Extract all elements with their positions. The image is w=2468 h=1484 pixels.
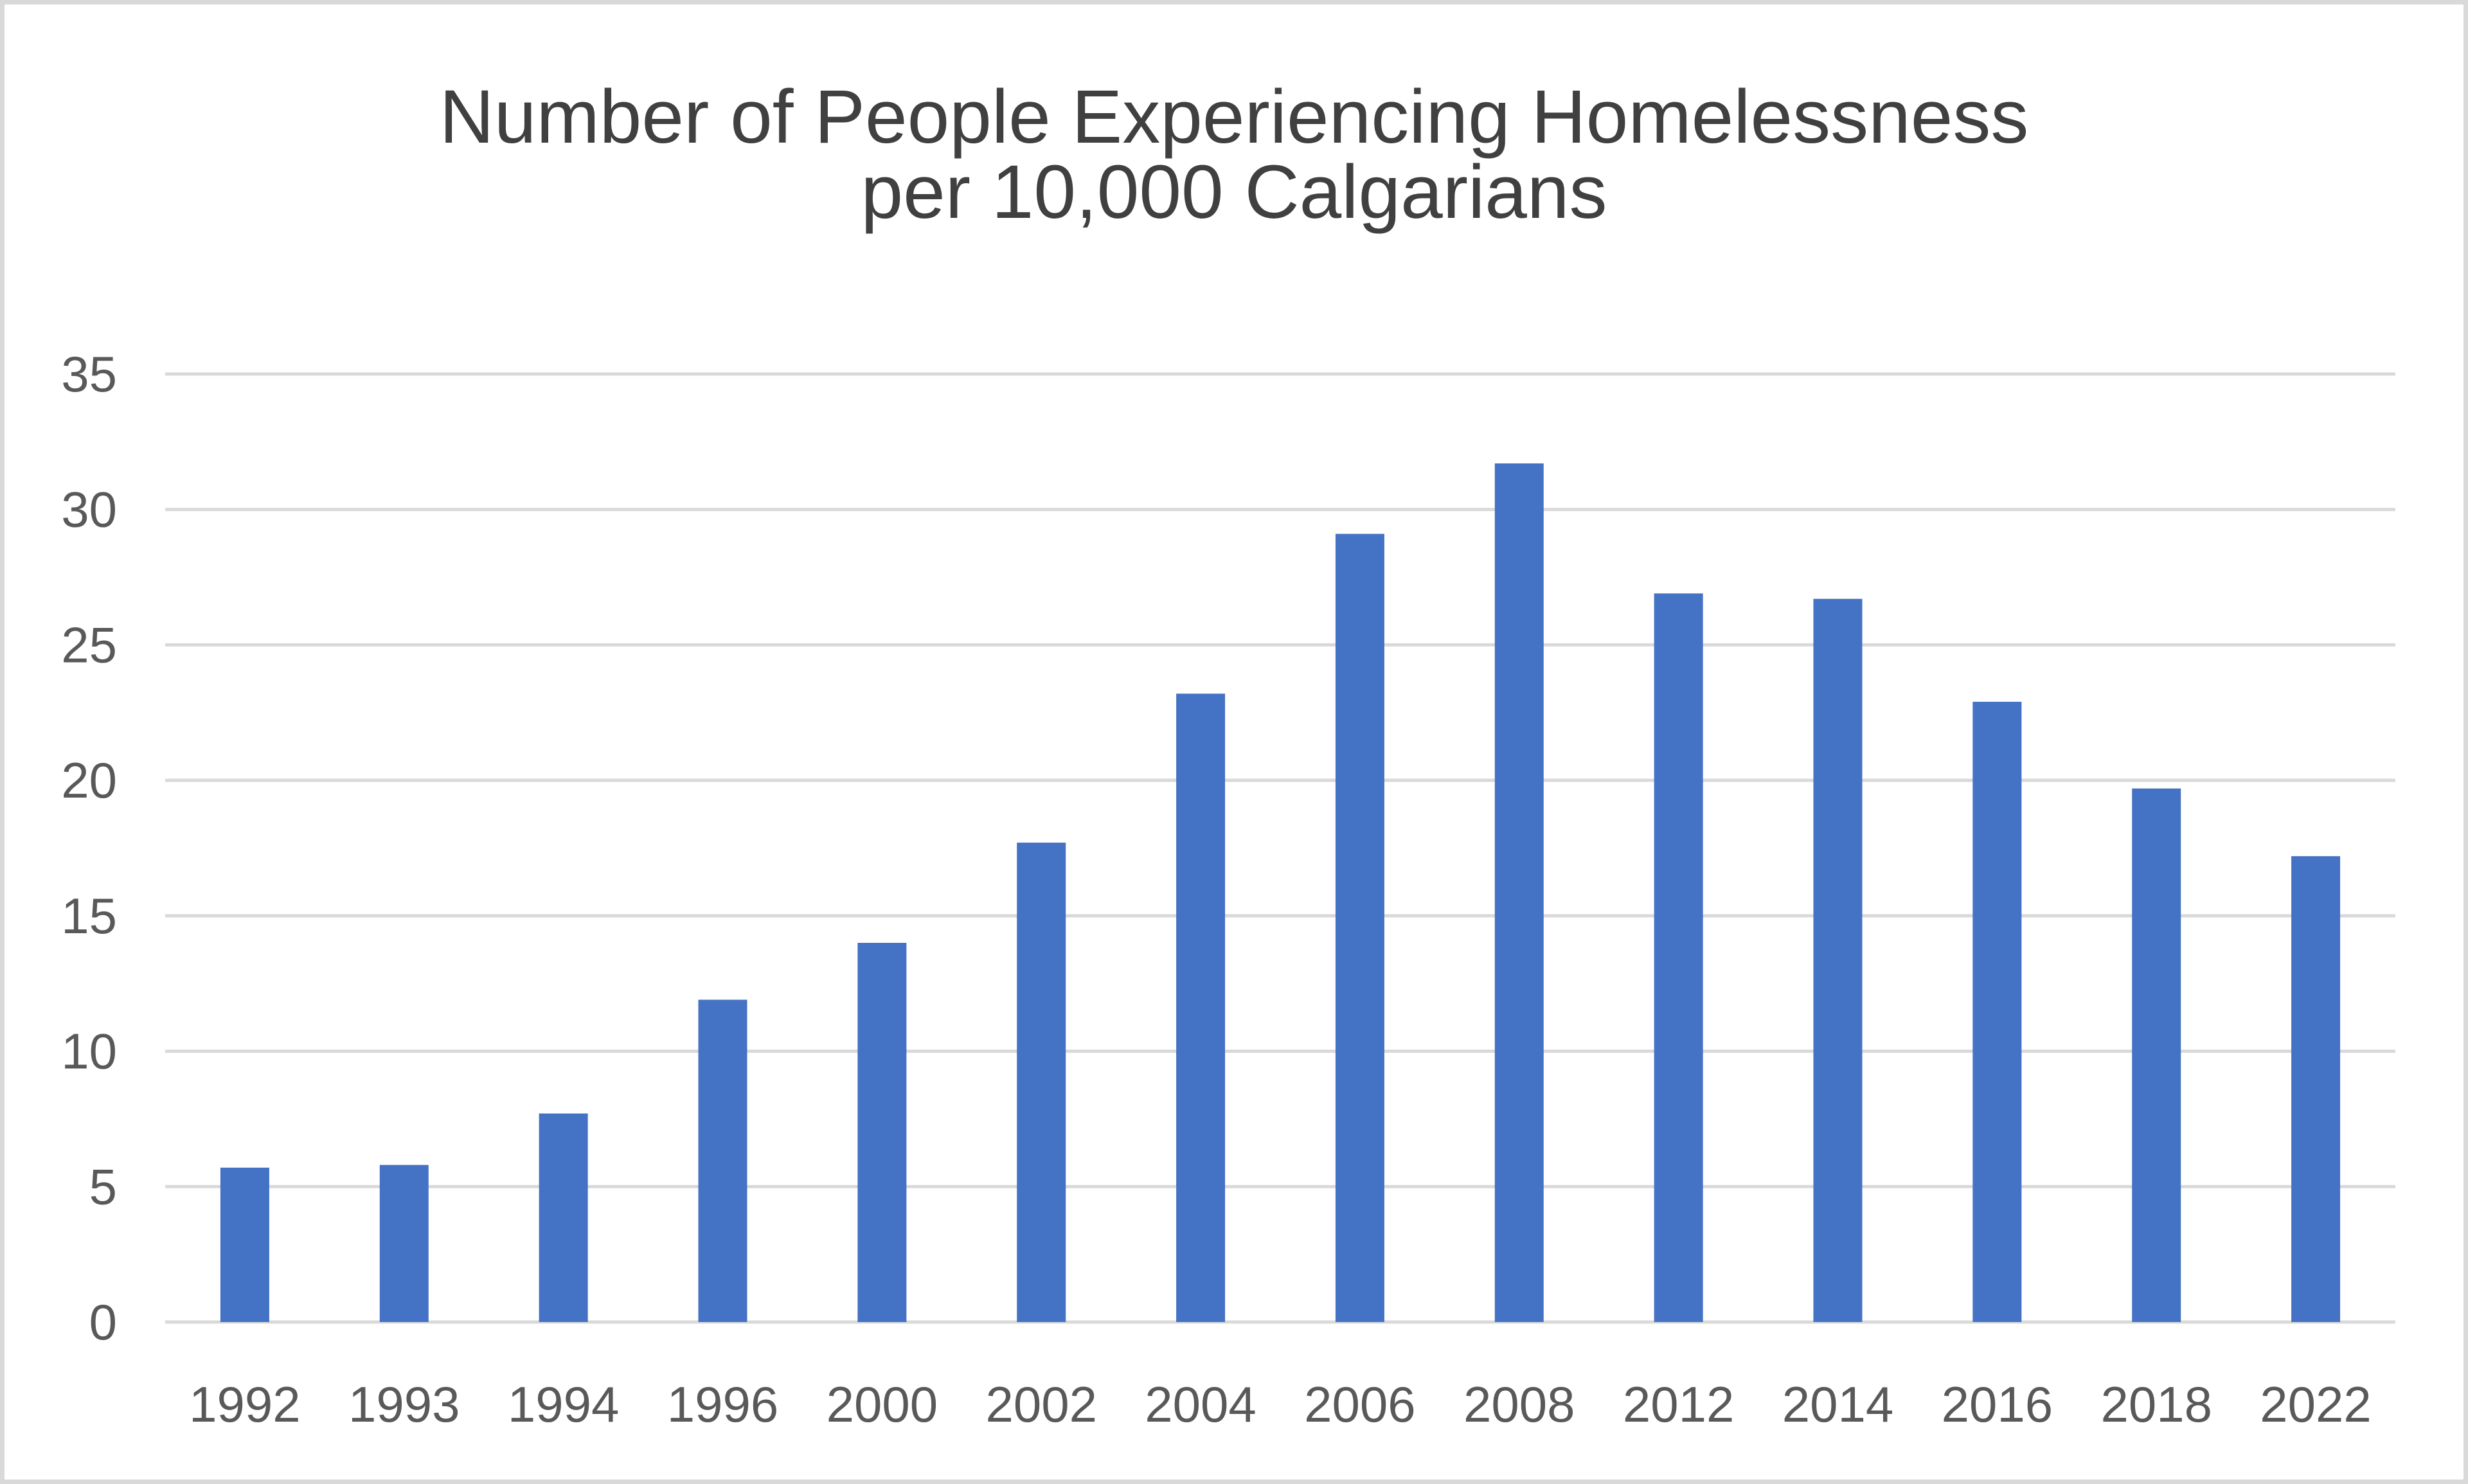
- x-tick-label-1992: 1992: [189, 1376, 301, 1433]
- bar-2012: [1654, 593, 1703, 1322]
- bar-2016: [1972, 701, 2022, 1322]
- bar-2018: [2132, 788, 2181, 1322]
- bar-2008: [1494, 463, 1544, 1322]
- bar-2004: [1176, 693, 1226, 1322]
- bar-2022: [2291, 856, 2341, 1322]
- x-tick-label-2018: 2018: [2100, 1376, 2212, 1433]
- x-tick-label-2022: 2022: [2260, 1376, 2372, 1433]
- y-tick-label: 15: [61, 888, 117, 944]
- y-tick-label: 0: [89, 1294, 117, 1350]
- chart-title-line-1: Number of People Experiencing Homelessne…: [440, 75, 2029, 159]
- bar-2000: [857, 943, 907, 1322]
- bar-1992: [220, 1167, 269, 1322]
- bar-2014: [1813, 598, 1863, 1323]
- x-tick-label-2000: 2000: [827, 1376, 938, 1433]
- x-tick-label-2006: 2006: [1304, 1376, 1416, 1433]
- x-tick-label-1994: 1994: [508, 1376, 620, 1433]
- y-tick-label: 20: [61, 752, 117, 809]
- x-tick-label-1996: 1996: [667, 1376, 779, 1433]
- bar-2006: [1335, 533, 1384, 1323]
- y-tick-label: 10: [61, 1023, 117, 1080]
- y-tick-label: 35: [61, 346, 117, 402]
- x-tick-label-2012: 2012: [1623, 1376, 1735, 1433]
- x-tick-label-1993: 1993: [348, 1376, 460, 1433]
- x-tick-label-2008: 2008: [1463, 1376, 1575, 1433]
- y-axis-ticks: 0 5 10 15 20 25 30 35: [61, 346, 117, 1350]
- bar-2002: [1017, 843, 1066, 1322]
- x-tick-label-2016: 2016: [1942, 1376, 2053, 1433]
- bars: [220, 463, 2341, 1323]
- bar-chart: Number of People Experiencing Homelessne…: [61, 75, 2395, 1433]
- x-tick-label-2002: 2002: [985, 1376, 1097, 1433]
- y-tick-label: 25: [61, 616, 117, 673]
- chart-title-line-2: per 10,000 Calgarians: [861, 150, 1607, 235]
- bar-1996: [698, 999, 747, 1322]
- bar-1993: [379, 1165, 429, 1322]
- y-tick-label: 5: [89, 1158, 117, 1215]
- x-tick-label-2004: 2004: [1145, 1376, 1256, 1433]
- x-tick-label-2014: 2014: [1782, 1376, 1894, 1433]
- y-tick-label: 30: [61, 481, 117, 538]
- gridlines: [165, 372, 2395, 1324]
- bar-1994: [539, 1113, 588, 1322]
- x-axis-ticks: 1992 1993 1994 1996 2000 2002 2004 2006 2008 2012…: [189, 1376, 2372, 1433]
